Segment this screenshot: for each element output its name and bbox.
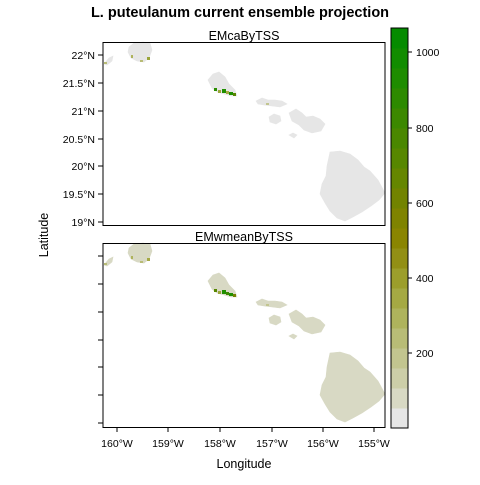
- suitable-cell: [233, 93, 236, 96]
- suitable-cells-emca: [104, 55, 269, 105]
- colorbar-ticks: 1000 800 600 400 200: [408, 47, 440, 360]
- suitable-cell: [140, 261, 143, 263]
- island-hawaii: [320, 151, 385, 221]
- colorbar-tick-label: 800: [416, 123, 434, 135]
- suitable-cell: [222, 290, 226, 294]
- island-maui: [289, 109, 325, 133]
- x-axis: 160°W 159°W 158°W 157°W 156°W 155°W Long…: [101, 427, 390, 471]
- suitable-cell: [147, 57, 150, 60]
- suitable-cell: [218, 291, 221, 294]
- panel-emca: EMcaByTSS: [103, 29, 385, 226]
- y-tick-label: 22°N: [72, 50, 95, 62]
- map-emwmean: [104, 243, 385, 422]
- figure-title: L. puteulanum current ensemble projectio…: [91, 5, 389, 21]
- panel-title-emca: EMcaByTSS: [209, 29, 280, 43]
- y-tick-label: 21°N: [72, 106, 95, 118]
- suitable-cell: [147, 258, 150, 261]
- islands-emwmean: [104, 243, 385, 422]
- islands-emca: [104, 42, 385, 221]
- suitable-cell: [214, 88, 217, 91]
- island-molokai: [256, 299, 287, 308]
- colorbar-swatch: [391, 288, 408, 309]
- x-tick-label: 158°W: [204, 438, 236, 450]
- island-hawaii: [320, 352, 385, 422]
- colorbar-swatch: [391, 228, 408, 249]
- suitable-cell: [266, 103, 269, 105]
- colorbar-swatch: [391, 308, 408, 329]
- colorbar-swatch: [391, 368, 408, 389]
- suitable-cell: [131, 256, 133, 259]
- colorbar-swatch: [391, 128, 408, 149]
- colorbar-swatch: [391, 28, 408, 49]
- suitable-cell: [104, 263, 107, 265]
- island-kahoolawe: [289, 334, 297, 339]
- suitable-cell: [226, 292, 229, 295]
- colorbar: 1000 800 600 400 200: [391, 28, 440, 429]
- suitable-cell: [229, 92, 233, 95]
- colorbar-tick-label: 1000: [416, 47, 440, 59]
- x-axis-label: Longitude: [217, 457, 272, 471]
- y-ticks-panel2: [98, 256, 103, 423]
- island-molokai: [256, 98, 287, 107]
- colorbar-swatch: [391, 68, 408, 89]
- island-lanai: [269, 114, 281, 124]
- suitable-cell: [214, 289, 217, 292]
- colorbar-tick-label: 200: [416, 348, 434, 360]
- suitable-cell: [218, 90, 221, 93]
- x-tick-label: 159°W: [152, 438, 184, 450]
- suitable-cell: [222, 89, 226, 93]
- island-maui: [289, 310, 325, 334]
- colorbar-tick-label: 600: [416, 198, 434, 210]
- x-tick-label: 160°W: [101, 438, 133, 450]
- suitable-cell: [233, 294, 236, 297]
- y-axis-label: Latitude: [37, 213, 51, 258]
- colorbar-tick-label: 400: [416, 273, 434, 285]
- colorbar-swatch: [391, 248, 408, 269]
- panel-emwmean: EMwmeanByTSS: [103, 230, 385, 428]
- suitable-cell: [131, 55, 133, 58]
- colorbar-swatch: [391, 168, 408, 189]
- colorbar-swatch: [391, 268, 408, 289]
- suitable-cells-emwmean: [104, 256, 269, 306]
- y-tick-label: 21.5°N: [63, 78, 95, 90]
- colorbar-swatch: [391, 208, 408, 229]
- y-tick-label: 20.5°N: [63, 134, 95, 146]
- island-kahoolawe: [289, 133, 297, 138]
- suitable-cell: [266, 304, 269, 306]
- colorbar-swatch: [391, 328, 408, 349]
- x-tick-label: 156°W: [307, 438, 339, 450]
- colorbar-swatch: [391, 88, 408, 109]
- map-emca: [104, 42, 385, 221]
- island-lanai: [269, 315, 281, 325]
- colorbar-swatch: [391, 48, 408, 69]
- y-tick-group: 22°N 21.5°N 21°N 20.5°N 20°N 19.5°N 19°N: [63, 50, 103, 229]
- y-tick-label: 19°N: [72, 217, 95, 229]
- colorbar-swatch: [391, 108, 408, 129]
- suitable-cell: [104, 62, 107, 64]
- suitable-cell: [226, 91, 229, 94]
- y-axis: 22°N 21.5°N 21°N 20.5°N 20°N 19.5°N 19°N…: [37, 50, 103, 423]
- x-tick-label: 155°W: [358, 438, 390, 450]
- colorbar-swatch: [391, 408, 408, 429]
- suitable-cell: [229, 293, 233, 296]
- colorbar-swatches: [391, 28, 408, 429]
- y-tick-label: 19.5°N: [63, 189, 95, 201]
- colorbar-swatch: [391, 388, 408, 409]
- y-tick-label: 20°N: [72, 161, 95, 173]
- colorbar-swatch: [391, 188, 408, 209]
- colorbar-swatch: [391, 348, 408, 369]
- x-tick-label: 157°W: [256, 438, 288, 450]
- suitable-cell: [140, 60, 143, 62]
- colorbar-swatch: [391, 148, 408, 169]
- panel-title-emwmean: EMwmeanByTSS: [195, 230, 293, 244]
